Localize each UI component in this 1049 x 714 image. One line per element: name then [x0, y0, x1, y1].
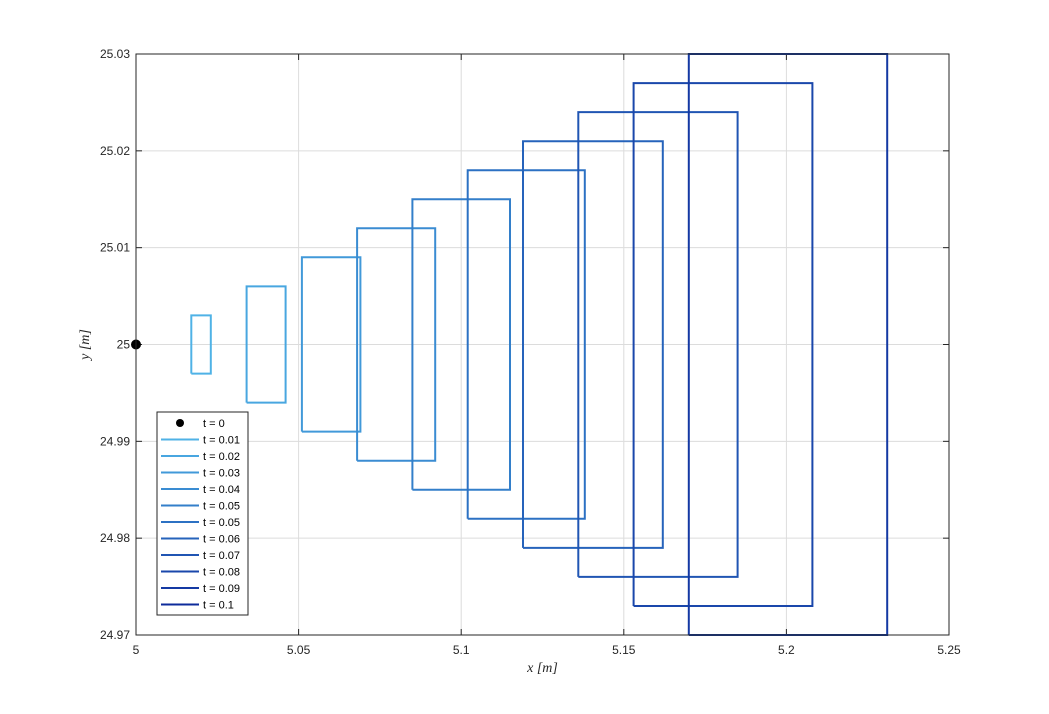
- legend-label: t = 0.02: [203, 451, 240, 463]
- x-tick-label: 5.2: [778, 643, 795, 657]
- legend-label: t = 0.06: [203, 534, 240, 546]
- axes: 5 5.05 5.1 5.15 5.2 5.25 24.97 24.98 24.99 25 25.…: [78, 47, 961, 676]
- legend-label: t = 0.09: [203, 583, 240, 595]
- x-tick-labels: 5 5.05 5.1 5.15 5.2 5.25: [133, 643, 961, 657]
- x-axis-label: x [m]: [526, 661, 558, 676]
- x-tick-label: 5.1: [453, 643, 470, 657]
- x-tick-label: 5.05: [287, 643, 311, 657]
- y-tick-label: 25.03: [100, 47, 130, 61]
- series-line-9: [632, 82, 814, 607]
- legend-label: t = 0.1: [203, 600, 234, 612]
- x-tick-label: 5.25: [937, 643, 961, 657]
- y-tick-label: 24.97: [100, 628, 130, 642]
- series-line-6: [466, 169, 586, 520]
- axes-frame: [135, 53, 950, 636]
- legend-label: t = 0.08: [203, 567, 240, 579]
- legend-label: t = 0.07: [203, 550, 240, 562]
- legend-label: t = 0.05: [203, 517, 240, 529]
- legend[interactable]: t = 0 t = 0.01 t = 0.02 t = 0.03 t = 0.04 t =…: [156, 411, 249, 616]
- series-line-7: [522, 140, 664, 549]
- series-line-3: [300, 256, 362, 433]
- y-axis-label: y [m]: [78, 329, 93, 362]
- y-tick-label: 25.01: [100, 241, 130, 255]
- series-line-2: [245, 285, 287, 404]
- y-tick-label: 24.99: [100, 434, 130, 448]
- legend-marker-t0: [176, 419, 184, 427]
- y-tick-labels: 24.97 24.98 24.99 25 25.01 25.02 25.03: [100, 47, 130, 642]
- legend-label: t = 0.04: [203, 484, 240, 496]
- series-line-1: [190, 314, 212, 375]
- y-tick-label: 24.98: [100, 531, 130, 545]
- x-tick-label: 5.15: [612, 643, 636, 657]
- series-line-8: [577, 111, 739, 578]
- y-tick-label: 25: [117, 338, 131, 352]
- legend-label: t = 0.03: [203, 468, 240, 480]
- y-tick-label: 25.02: [100, 144, 130, 158]
- series-line-5: [411, 198, 511, 491]
- legend-box: [156, 411, 249, 616]
- legend-label: t = 0: [203, 418, 225, 430]
- legend-label: t = 0.01: [203, 435, 240, 447]
- x-tick-label: 5: [133, 643, 140, 657]
- series-line-4: [356, 227, 437, 462]
- legend-label: t = 0.05: [203, 501, 240, 513]
